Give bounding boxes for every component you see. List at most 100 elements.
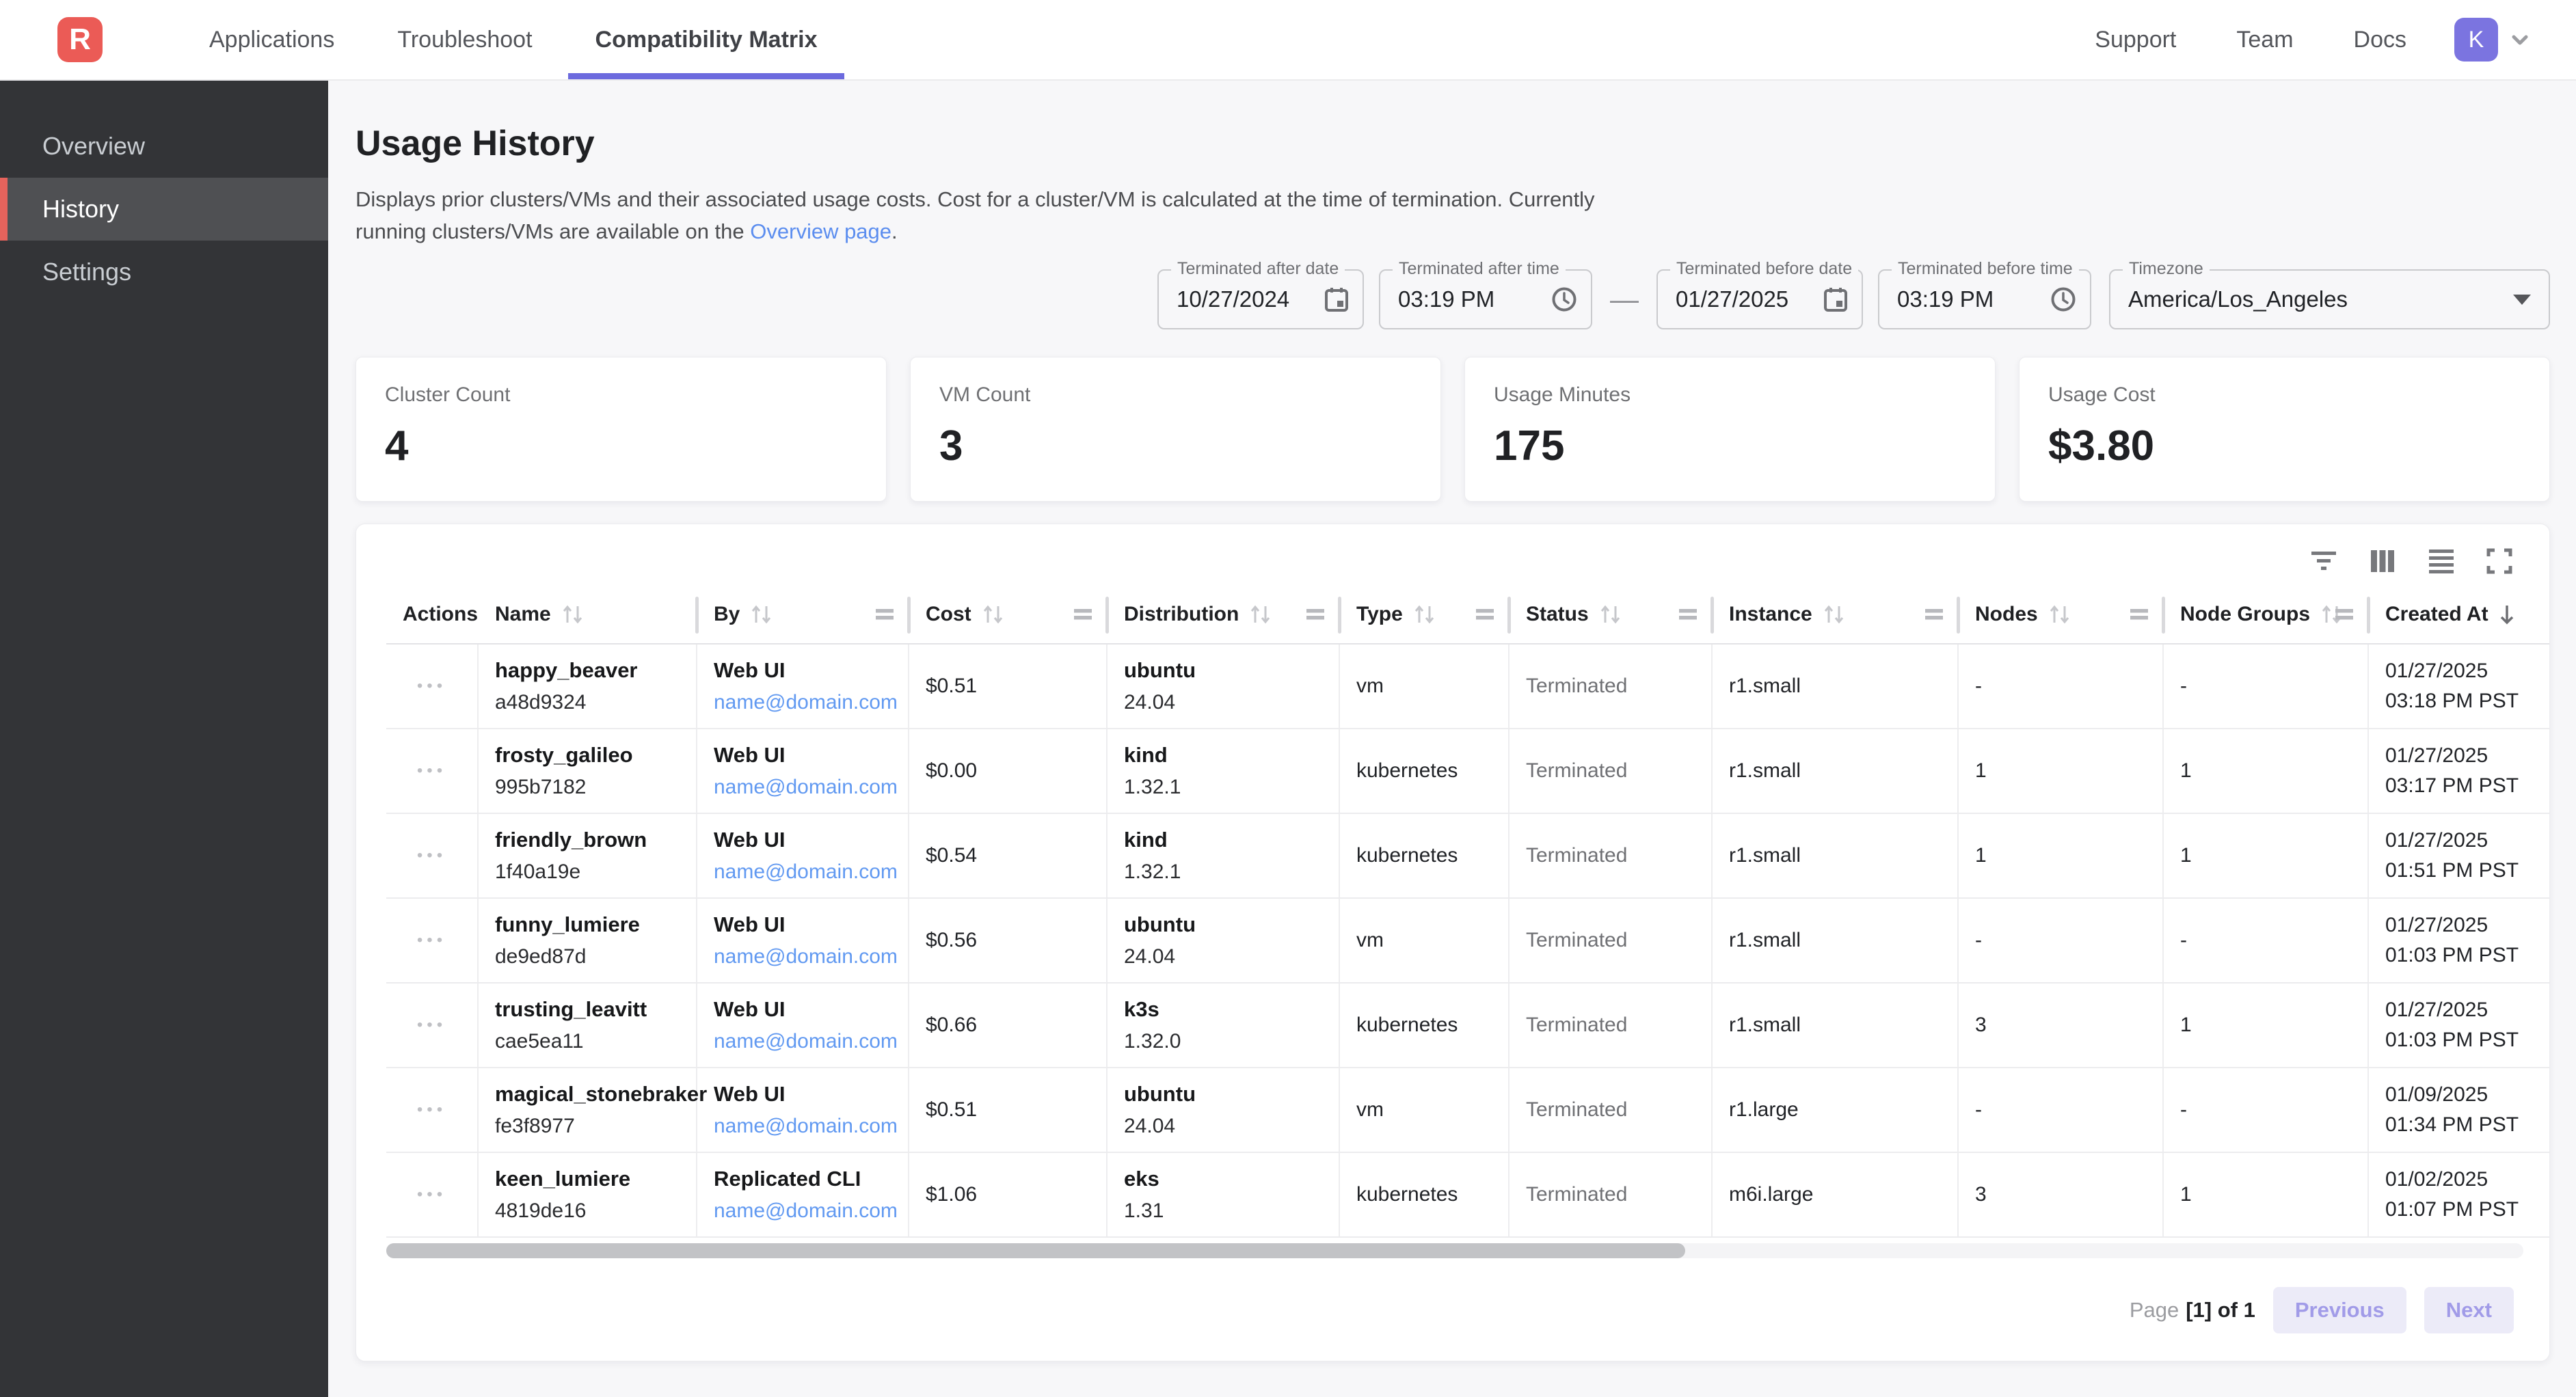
previous-page-button[interactable]: Previous (2272, 1287, 2406, 1333)
cell-by-email-link[interactable]: name@domain.com (714, 1199, 898, 1222)
column-separator[interactable] (2367, 597, 2370, 634)
sort-icon[interactable] (561, 604, 585, 625)
terminated-before-date-field[interactable]: Terminated before date 01/27/2025 (1656, 259, 1863, 329)
cell-instance: r1.small (1729, 759, 1801, 782)
column-header-type[interactable]: Type (1340, 586, 1511, 643)
sort-icon[interactable] (981, 604, 1006, 625)
column-separator[interactable] (1957, 597, 1960, 634)
cell-distribution: eks (1124, 1167, 1159, 1191)
tab-troubleshoot[interactable]: Troubleshoot (397, 26, 533, 53)
column-separator[interactable] (1507, 597, 1511, 634)
user-avatar[interactable]: K (2454, 18, 2498, 62)
next-page-button[interactable]: Next (2424, 1287, 2514, 1333)
column-separator[interactable] (907, 597, 911, 634)
cell-type: vm (1356, 675, 1384, 697)
terminated-before-time-field[interactable]: Terminated before time 03:19 PM (1878, 259, 2091, 329)
columns-icon[interactable] (2369, 549, 2396, 573)
column-separator[interactable] (2162, 597, 2165, 634)
calendar-icon[interactable] (1823, 286, 1848, 312)
cell-by-source: Web UI (714, 828, 786, 852)
filter-icon[interactable] (2310, 550, 2337, 573)
cell-id: fe3f8977 (495, 1115, 575, 1137)
column-menu-icon[interactable] (1306, 608, 1325, 621)
cell-status: Terminated (1526, 675, 1628, 697)
clock-icon[interactable] (2050, 286, 2076, 312)
density-icon[interactable] (2428, 547, 2455, 575)
column-label: Actions (403, 603, 479, 625)
sort-icon[interactable] (2048, 604, 2072, 625)
cell-by-email-link[interactable]: name@domain.com (714, 776, 898, 798)
column-header-nodes[interactable]: Nodes (1959, 586, 2165, 643)
row-actions-icon[interactable]: ••• (416, 846, 447, 865)
column-menu-icon[interactable] (1924, 608, 1944, 621)
clock-icon[interactable] (1551, 286, 1577, 312)
column-header-created-at[interactable]: Created At (2369, 586, 2549, 643)
row-actions-icon[interactable]: ••• (416, 1016, 447, 1034)
column-separator[interactable] (1710, 597, 1714, 634)
row-actions-icon[interactable]: ••• (416, 1100, 447, 1119)
replicated-logo[interactable]: R (57, 17, 103, 62)
nav-support[interactable]: Support (2095, 26, 2177, 53)
cell-id: cae5ea11 (495, 1030, 584, 1053)
terminated-after-time-field[interactable]: Terminated after time 03:19 PM (1379, 259, 1592, 329)
cell-by-email-link[interactable]: name@domain.com (714, 1115, 898, 1137)
column-menu-icon[interactable] (875, 608, 894, 621)
column-separator[interactable] (1338, 597, 1341, 634)
column-header-status[interactable]: Status (1510, 586, 1714, 643)
calendar-icon[interactable] (1324, 286, 1349, 312)
cell-cost: $0.51 (926, 1098, 978, 1121)
sort-icon[interactable] (1248, 604, 1273, 625)
cell-by-email-link[interactable]: name@domain.com (714, 860, 898, 883)
sidebar-item-settings[interactable]: Settings (42, 258, 132, 286)
table-row: ••• friendly_brown 1f40a19e Web UI name@do… (386, 814, 2549, 899)
sort-icon[interactable] (1598, 604, 1623, 625)
sidebar-item-history[interactable]: History (0, 178, 328, 241)
tab-applications[interactable]: Applications (209, 26, 335, 53)
cell-node-groups: 1 (2180, 1183, 2192, 1206)
page-value: [1] of 1 (2186, 1298, 2255, 1322)
column-menu-icon[interactable] (2335, 608, 2354, 621)
main-content: Usage History Displays prior clusters/VM… (328, 81, 2576, 1397)
nav-docs[interactable]: Docs (2353, 26, 2406, 53)
column-header-cost[interactable]: Cost (909, 586, 1109, 643)
column-header-instance[interactable]: Instance (1713, 586, 1960, 643)
timezone-select[interactable]: Timezone America/Los_Angeles (2109, 259, 2550, 329)
column-header-node-groups[interactable]: Node Groups (2164, 586, 2370, 643)
column-separator[interactable] (1105, 597, 1109, 634)
cell-created-time: 03:18 PM PST (2385, 690, 2519, 712)
cell-by-email-link[interactable]: name@domain.com (714, 1030, 898, 1053)
cell-distribution: kind (1124, 828, 1168, 852)
column-header-distribution[interactable]: Distribution (1108, 586, 1341, 643)
row-actions-icon[interactable]: ••• (416, 1185, 447, 1204)
column-menu-icon[interactable] (2130, 608, 2149, 621)
column-header-by[interactable]: By (697, 586, 911, 643)
column-separator[interactable] (695, 597, 699, 634)
horizontal-scrollbar-thumb[interactable] (386, 1243, 1685, 1258)
column-menu-icon[interactable] (1475, 608, 1494, 621)
table-row: ••• happy_beaver a48d9324 Web UI name@doma… (386, 645, 2549, 729)
row-actions-icon[interactable]: ••• (416, 931, 447, 949)
tab-compatibility-matrix[interactable]: Compatibility Matrix (564, 0, 849, 79)
sort-icon[interactable] (1822, 604, 1847, 625)
sort-icon[interactable] (749, 604, 774, 625)
sort-desc-icon[interactable] (2498, 603, 2516, 625)
chevron-down-icon[interactable] (2508, 27, 2532, 52)
column-label: Nodes (1975, 603, 2038, 625)
fullscreen-icon[interactable] (2486, 548, 2512, 574)
cell-by-email-link[interactable]: name@domain.com (714, 691, 898, 714)
column-header-name[interactable]: Name (479, 586, 699, 643)
terminated-after-date-field[interactable]: Terminated after date 10/27/2024 (1157, 259, 1364, 329)
description-period: . (891, 219, 898, 243)
column-menu-icon[interactable] (1073, 608, 1092, 621)
cell-nodes: - (1975, 929, 1982, 951)
sidebar-item-overview[interactable]: Overview (42, 132, 146, 160)
terminated-before-time-label: Terminated before time (1892, 259, 2079, 279)
cell-nodes: 1 (1975, 844, 1987, 867)
nav-team[interactable]: Team (2236, 26, 2294, 53)
sort-icon[interactable] (1412, 604, 1437, 625)
row-actions-icon[interactable]: ••• (416, 761, 447, 780)
overview-page-link[interactable]: Overview page (750, 219, 892, 243)
column-menu-icon[interactable] (1678, 608, 1698, 621)
cell-by-email-link[interactable]: name@domain.com (714, 945, 898, 968)
row-actions-icon[interactable]: ••• (416, 677, 447, 695)
